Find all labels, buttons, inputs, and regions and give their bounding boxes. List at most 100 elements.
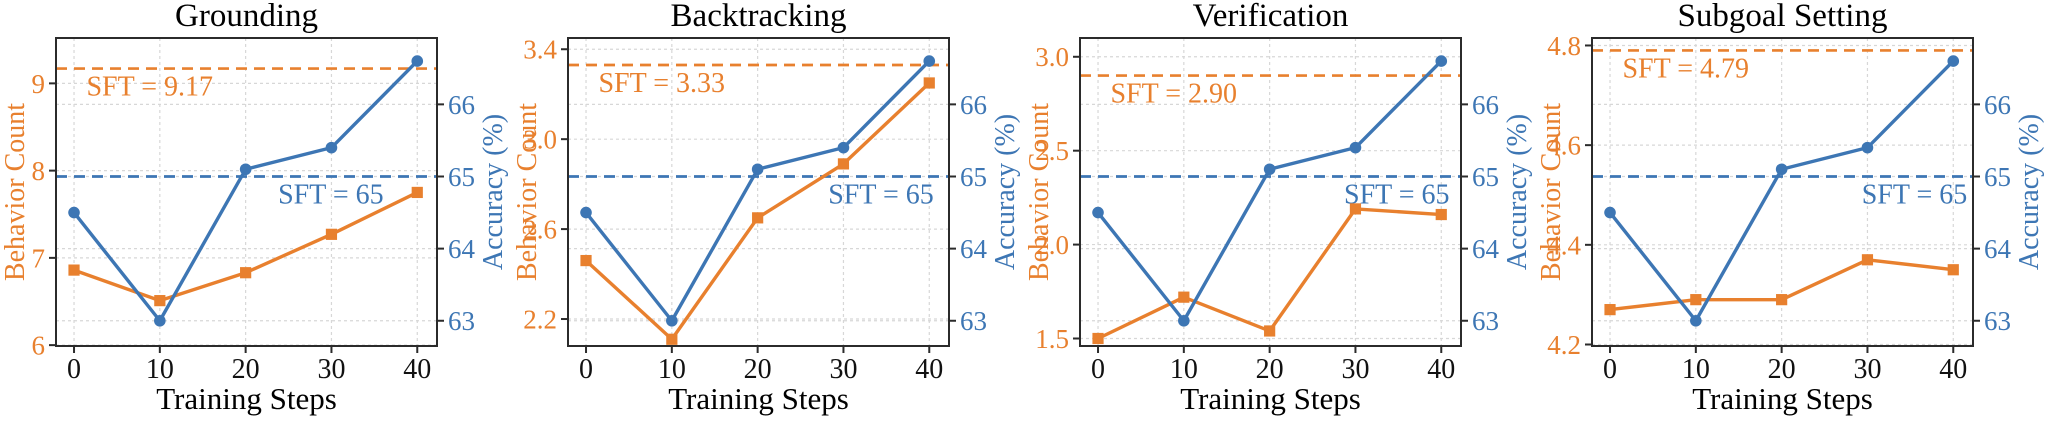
accuracy-point bbox=[325, 141, 338, 154]
right-tick-label: 64 bbox=[960, 234, 988, 264]
accuracy-point bbox=[1775, 163, 1788, 176]
right-tick-label: 63 bbox=[1472, 306, 1499, 336]
grounding-chart: SFT = 9.17 SFT = 65 6 7 8 9 63 64 65 66 0 10 20 30 40 bbox=[32, 37, 476, 385]
right-tick-label: 66 bbox=[448, 90, 475, 120]
left-tick-label: 4.2 bbox=[1547, 330, 1581, 360]
x-axis-label: Training Steps bbox=[156, 381, 337, 416]
left-tick-label: 1.5 bbox=[1035, 324, 1069, 354]
chart-title: Grounding bbox=[175, 0, 318, 34]
behavior-line bbox=[584, 81, 931, 341]
left-tick-label: 2.6 bbox=[523, 215, 557, 245]
panel-grounding: SFT = 9.17 SFT = 65 6 7 8 9 63 64 65 66 0 10 20 30 40 … bbox=[0, 0, 512, 424]
x-axis-label: Training Steps bbox=[668, 381, 849, 416]
x-tick-label: 0 bbox=[1603, 354, 1617, 385]
sft-label: SFT = 65 bbox=[828, 179, 934, 210]
sft-label: SFT = 65 bbox=[1344, 179, 1450, 210]
x-tick-label: 30 bbox=[1853, 354, 1881, 385]
right-axis-label: Accuracy (%) bbox=[990, 113, 1021, 271]
accuracy-point bbox=[1263, 163, 1276, 176]
behavior-point bbox=[68, 264, 80, 276]
left-tick-label: 6 bbox=[32, 331, 46, 361]
behavior-point bbox=[240, 267, 252, 279]
x-tick-label: 20 bbox=[232, 354, 260, 385]
x-tick-label: 10 bbox=[658, 354, 686, 385]
right-tick-label: 65 bbox=[1472, 162, 1499, 192]
left-tick-label: 2.2 bbox=[523, 304, 557, 334]
left-tick-label: 3.4 bbox=[523, 35, 557, 65]
sft-label: SFT = 3.33 bbox=[598, 68, 725, 99]
x-tick-label: 30 bbox=[829, 354, 857, 385]
accuracy-point bbox=[1861, 141, 1874, 154]
left-axis-label: Behavior Count bbox=[1024, 102, 1055, 282]
behavior-point bbox=[1690, 294, 1702, 306]
behavior-point bbox=[1092, 332, 1104, 345]
accuracy-point bbox=[1435, 55, 1448, 67]
behavior-point bbox=[1349, 203, 1362, 215]
x-tick-label: 40 bbox=[403, 354, 431, 385]
sft-label: SFT = 65 bbox=[278, 179, 384, 210]
x-tick-label: 40 bbox=[1939, 354, 1967, 385]
x-tick-label: 40 bbox=[1427, 354, 1455, 385]
accuracy-point bbox=[666, 314, 678, 327]
left-tick-label: 4.6 bbox=[1547, 131, 1581, 161]
subgoal-setting-chart: SFT = 4.79 SFT = 65 4.2 4.4 4.6 4.8 63 64 65 66 0 1… bbox=[1547, 31, 2012, 385]
left-tick-label: 8 bbox=[32, 156, 46, 186]
behavior-point bbox=[1604, 304, 1616, 316]
x-tick-label: 10 bbox=[1170, 354, 1198, 385]
right-tick-label: 64 bbox=[448, 234, 476, 264]
left-axis-label: Behavior Count bbox=[512, 102, 543, 282]
right-axis-label: Accuracy (%) bbox=[1502, 113, 1533, 271]
x-tick-label: 30 bbox=[317, 354, 345, 385]
behavior-point bbox=[1178, 291, 1190, 303]
x-axis-label: Training Steps bbox=[1180, 381, 1361, 416]
sft-label: SFT = 9.17 bbox=[86, 72, 213, 103]
left-tick-label: 2.0 bbox=[1035, 230, 1069, 260]
left-tick-label: 7 bbox=[32, 243, 46, 273]
right-tick-label: 64 bbox=[1472, 234, 1500, 264]
accuracy-point bbox=[1178, 314, 1190, 327]
x-tick-label: 20 bbox=[1768, 354, 1796, 385]
accuracy-point bbox=[837, 141, 850, 154]
accuracy-point bbox=[239, 163, 252, 176]
right-tick-label: 63 bbox=[1984, 306, 2011, 336]
accuracy-point bbox=[68, 206, 80, 219]
left-tick-label: 3.0 bbox=[1035, 42, 1069, 72]
verification-chart: SFT = 2.90 SFT = 65 1.5 2.0 2.5 3.0 63 64 65 66 0 1… bbox=[1035, 37, 1500, 385]
left-tick-label: 4.4 bbox=[1547, 230, 1581, 260]
behavior-point bbox=[1776, 294, 1788, 306]
x-tick-label: 10 bbox=[1682, 354, 1710, 385]
accuracy-point bbox=[923, 55, 936, 67]
behavior-point bbox=[666, 333, 678, 345]
right-tick-label: 64 bbox=[1984, 234, 2012, 264]
behavior-point bbox=[923, 77, 935, 89]
left-tick-label: 4.8 bbox=[1547, 31, 1581, 61]
x-tick-label: 30 bbox=[1341, 354, 1369, 385]
x-tick-label: 10 bbox=[146, 354, 174, 385]
panel-subgoal-setting: SFT = 4.79 SFT = 65 4.2 4.4 4.6 4.8 63 64 65 66 0 1… bbox=[1536, 0, 2048, 424]
left-tick-label: 2.5 bbox=[1035, 136, 1069, 166]
behavior-point bbox=[1264, 325, 1276, 337]
behavior-point bbox=[752, 212, 764, 224]
panel-verification: SFT = 2.90 SFT = 65 1.5 2.0 2.5 3.0 63 64 65 66 0 1… bbox=[1024, 0, 1536, 424]
behavior-point bbox=[1947, 264, 1959, 276]
right-tick-label: 63 bbox=[448, 306, 475, 336]
accuracy-point bbox=[580, 206, 592, 219]
accuracy-point bbox=[1092, 206, 1104, 219]
chart-title: Verification bbox=[1192, 0, 1349, 34]
behavior-point bbox=[411, 186, 423, 199]
accuracy-point bbox=[411, 55, 424, 67]
behavior-point bbox=[1861, 254, 1874, 266]
right-tick-label: 65 bbox=[960, 162, 987, 192]
chart-title: Subgoal Setting bbox=[1677, 0, 1888, 34]
right-tick-label: 63 bbox=[960, 306, 987, 336]
behavior-point bbox=[837, 158, 850, 170]
left-axis-label: Behavior Count bbox=[1536, 102, 1567, 282]
x-axis-label: Training Steps bbox=[1692, 381, 1873, 416]
accuracy-point bbox=[1947, 55, 1960, 67]
accuracy-point bbox=[154, 314, 166, 327]
chart-title: Backtracking bbox=[670, 0, 847, 34]
sft-label: SFT = 4.79 bbox=[1622, 53, 1749, 84]
right-tick-label: 66 bbox=[1472, 90, 1499, 120]
right-tick-label: 65 bbox=[1984, 162, 2011, 192]
